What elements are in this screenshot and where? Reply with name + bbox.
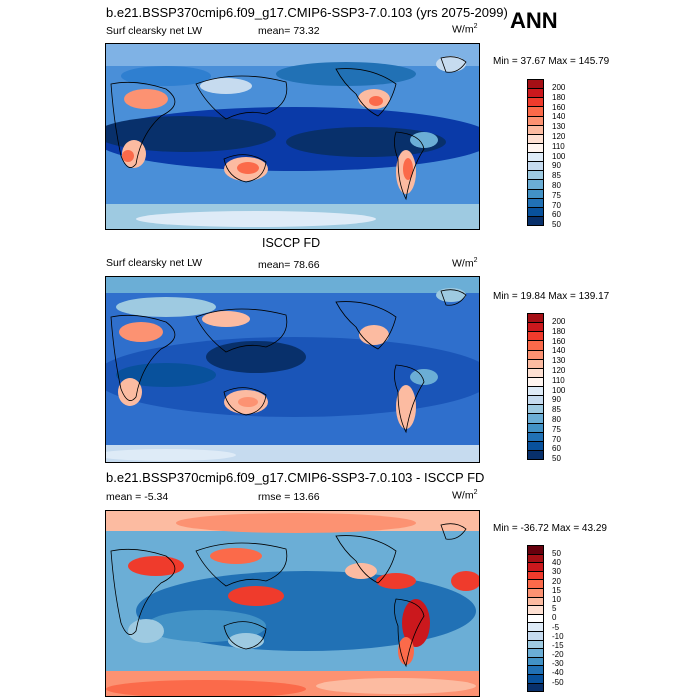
panel1-field xyxy=(106,44,479,229)
panel2-units: W/m2 xyxy=(452,257,478,270)
season-label: ANN xyxy=(510,8,558,33)
panel2-variable: Surf clearsky net LW xyxy=(106,257,203,269)
panel3-rmse: rmse = 13.66 xyxy=(258,491,320,503)
panel3-map xyxy=(105,510,480,697)
panel1-mean: mean= 73.32 xyxy=(258,25,320,37)
panel2-mean: mean= 78.66 xyxy=(258,259,320,271)
panel3-minmax: Min = -36.72 Max = 43.29 xyxy=(493,523,607,534)
panel3-mean: mean = -5.34 xyxy=(106,491,169,503)
panel2-colorbar-labels: 200 180 160 140 130 120 110 100 90 85 80 75 70 60… xyxy=(552,317,566,464)
panel3-units: W/m2 xyxy=(452,489,478,502)
panel3-field xyxy=(106,511,479,696)
panel1-minmax: Min = 37.67 Max = 145.79 xyxy=(493,56,610,67)
panel1-units: W/m2 xyxy=(452,23,478,36)
figure-title: b.e21.BSSP370cmip6.f09_g17.CMIP6-SSP3-7.… xyxy=(106,5,508,20)
panel3-title: b.e21.BSSP370cmip6.f09_g17.CMIP6-SSP3-7.… xyxy=(106,470,485,485)
panel2-map xyxy=(105,276,480,463)
panel1-colorbar xyxy=(527,79,544,226)
panel1-variable: Surf clearsky net LW xyxy=(106,25,203,37)
panel2-colorbar xyxy=(527,313,544,460)
panel2-title: ISCCP FD xyxy=(262,236,321,250)
panel1-map xyxy=(105,43,480,230)
panel2-field xyxy=(106,277,479,462)
panel1-colorbar-labels: 200 180 160 140 130 120 110 100 90 85 80 75 70 60… xyxy=(552,83,566,230)
panel2-minmax: Min = 19.84 Max = 139.17 xyxy=(493,291,610,302)
panel3-colorbar xyxy=(527,545,544,692)
